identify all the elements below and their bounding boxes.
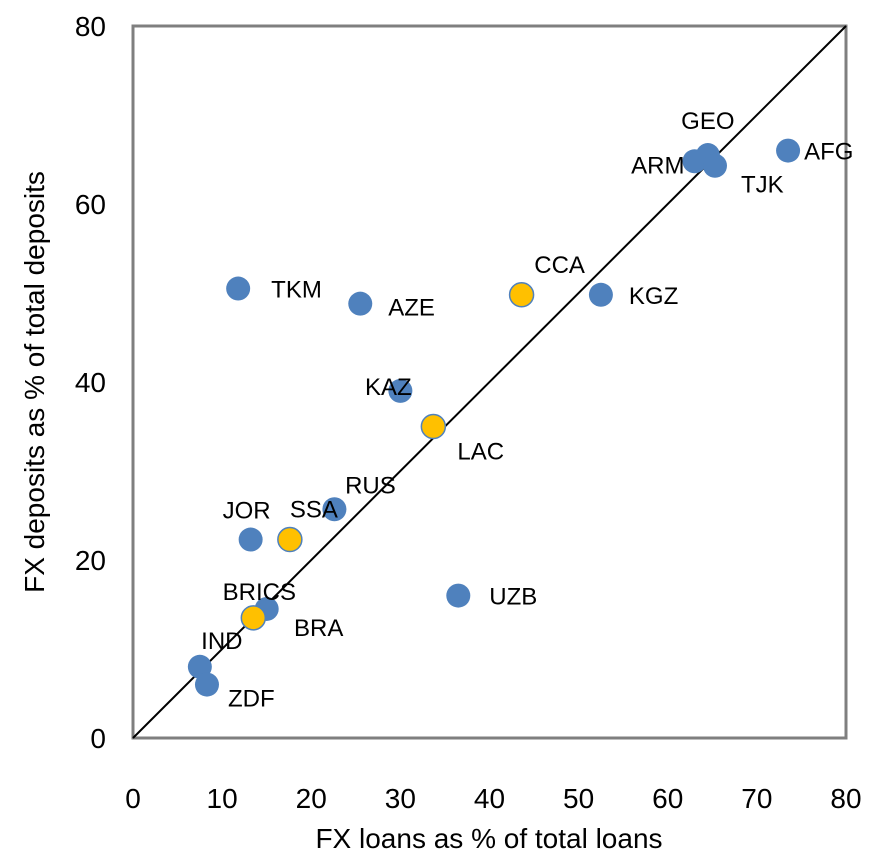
y-tick-label: 0 xyxy=(90,723,106,754)
point-label-brics: BRICS xyxy=(223,579,296,606)
x-tick-label: 70 xyxy=(741,783,772,814)
y-tick-label: 20 xyxy=(75,545,106,576)
point-label-tjk: TJK xyxy=(741,172,784,199)
data-point-kgz xyxy=(588,282,613,307)
point-label-aze: AZE xyxy=(388,295,435,322)
x-tick-label: 10 xyxy=(207,783,238,814)
point-label-ind: IND xyxy=(201,628,242,655)
x-tick-label: 20 xyxy=(296,783,327,814)
point-label-lac: LAC xyxy=(457,439,504,466)
data-point-kaz xyxy=(388,378,413,403)
data-point-tjk xyxy=(702,153,727,178)
point-label-arm: ARM xyxy=(631,152,684,179)
x-tick-label: 50 xyxy=(563,783,594,814)
axis-ticks: 0 10 20 30 40 50 60 70 80 0 20 40 60 80 xyxy=(75,11,862,814)
point-label-ssa: SSA xyxy=(290,497,338,524)
data-point-aze xyxy=(348,291,373,316)
data-point-arm xyxy=(682,149,707,174)
point-label-zdf: ZDF xyxy=(228,686,275,713)
x-tick-label: 40 xyxy=(474,783,505,814)
data-point-zdf xyxy=(194,672,219,697)
data-point-tkm xyxy=(226,276,251,301)
data-point-ssa xyxy=(277,526,303,553)
x-tick-label: 80 xyxy=(830,783,861,814)
point-label-uzb: UZB xyxy=(489,584,537,611)
data-points xyxy=(187,138,801,697)
data-point-uzb xyxy=(446,583,471,608)
y-axis-title: FX deposits as % of total deposits xyxy=(19,171,50,593)
data-point-jor xyxy=(238,527,263,552)
point-label-jor: JOR xyxy=(223,498,271,525)
data-point-lac xyxy=(420,413,447,440)
data-point-rus xyxy=(322,497,347,522)
x-axis-title: FX loans as % of total loans xyxy=(315,823,662,854)
data-point-cca xyxy=(508,282,535,308)
point-label-rus: RUS xyxy=(345,472,396,499)
point-label-geo: GEO xyxy=(681,108,734,135)
point-label-kaz: KAZ xyxy=(365,374,412,401)
point-label-afg: AFG xyxy=(804,139,853,166)
x-tick-label: 60 xyxy=(652,783,683,814)
x-tick-label: 0 xyxy=(125,783,141,814)
point-label-kgz: KGZ xyxy=(629,283,678,310)
x-tick-label: 30 xyxy=(385,783,416,814)
data-point-afg xyxy=(776,138,801,163)
y-tick-label: 40 xyxy=(75,367,106,398)
point-label-bra: BRA xyxy=(294,615,343,642)
data-point-brics xyxy=(240,605,267,631)
point-labels: AFG GEO ARM TJK KGZ CCA TKM AZE KAZ LAC RUS JOR SSA U… xyxy=(201,108,853,713)
point-label-cca: CCA xyxy=(534,252,585,279)
y-tick-label: 80 xyxy=(75,11,106,42)
y-tick-label: 60 xyxy=(75,189,106,220)
point-label-tkm: TKM xyxy=(271,277,322,304)
